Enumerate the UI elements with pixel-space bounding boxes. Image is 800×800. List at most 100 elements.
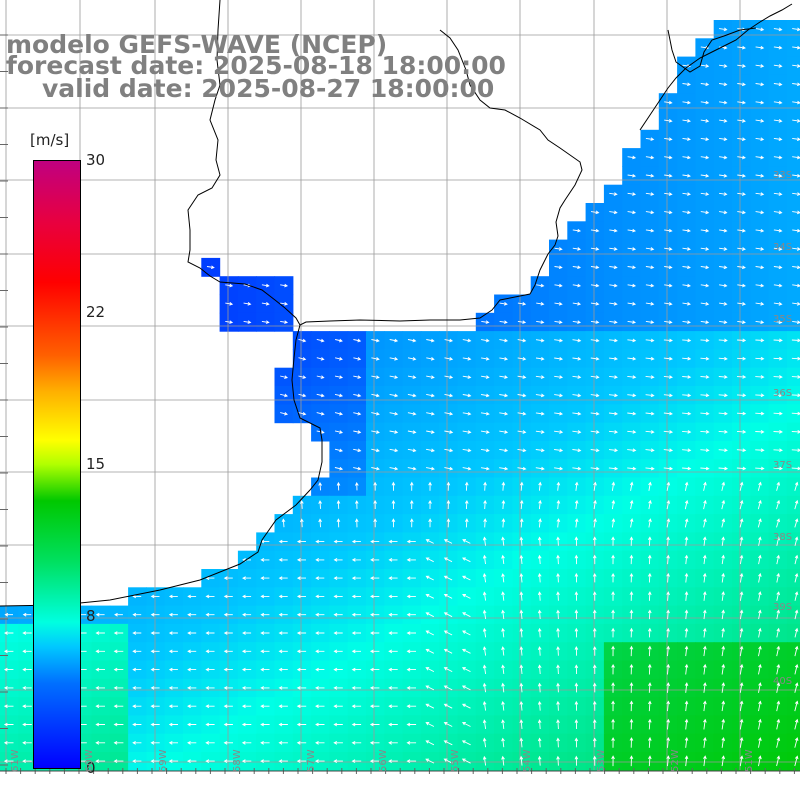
wind-arrow <box>113 649 124 654</box>
wind-arrow <box>572 375 582 379</box>
wind-arrow <box>739 645 744 657</box>
wind-arrow <box>737 302 746 306</box>
wind-arrow <box>519 737 524 748</box>
wind-arrow <box>483 518 487 528</box>
wind-arrow <box>721 755 726 767</box>
wind-arrow <box>645 466 655 471</box>
wind-arrow <box>703 627 707 638</box>
wind-arrow <box>629 718 634 730</box>
wind-arrow <box>406 558 416 562</box>
wind-arrow <box>296 594 306 599</box>
wind-arrow <box>739 499 744 510</box>
wind-arrow <box>684 554 689 565</box>
wind-arrow <box>645 137 655 141</box>
wind-arrow <box>663 375 673 379</box>
wind-arrow <box>205 631 215 635</box>
wind-arrow <box>334 466 344 471</box>
wind-arrow <box>446 481 451 491</box>
wind-arrow <box>519 609 524 620</box>
wind-arrow <box>556 481 561 491</box>
wind-arrow <box>718 448 728 453</box>
wind-arrow <box>721 481 726 491</box>
wind-arrow <box>425 630 435 636</box>
wind-arrow <box>700 64 710 68</box>
wind-speed-cell <box>786 752 800 771</box>
wind-arrow <box>739 718 744 730</box>
wind-arrow <box>593 481 597 491</box>
wind-arrow <box>499 320 508 324</box>
wind-speed-cell <box>786 20 800 39</box>
wind-arrow <box>682 338 692 343</box>
wind-arrow <box>647 554 652 565</box>
wind-arrow <box>517 302 527 306</box>
wind-arrow <box>645 302 655 306</box>
wind-arrow <box>406 759 417 763</box>
wind-arrow <box>755 64 765 68</box>
wind-arrow <box>645 192 655 196</box>
wind-arrow <box>737 64 746 68</box>
wind-arrow <box>336 500 341 509</box>
wind-arrow <box>611 481 616 491</box>
wind-arrow <box>407 393 417 398</box>
wind-arrow <box>260 686 270 690</box>
wind-arrow <box>481 393 490 398</box>
wind-arrow <box>278 576 288 580</box>
wind-arrow <box>369 722 380 727</box>
wind-arrow <box>700 265 710 270</box>
wind-arrow <box>648 755 652 767</box>
wind-arrow <box>592 646 597 656</box>
wind-arrow <box>315 612 325 617</box>
wind-arrow <box>373 481 377 491</box>
lat-label: 36S <box>773 388 793 399</box>
wind-arrow <box>371 338 380 343</box>
lat-lon-grid <box>0 0 800 774</box>
wind-arrow <box>647 645 652 657</box>
wind-arrow <box>572 228 582 233</box>
wind-arrow <box>443 648 453 654</box>
wind-arrow <box>757 481 762 491</box>
wind-arrow <box>537 719 542 730</box>
wind-arrow <box>335 357 343 361</box>
wind-arrow <box>462 630 471 636</box>
wind-arrow <box>278 741 288 745</box>
wind-arrow <box>736 411 747 416</box>
wind-arrow <box>682 210 691 215</box>
wind-arrow <box>773 173 783 178</box>
wind-arrow <box>206 265 215 270</box>
wind-arrow <box>627 247 637 251</box>
wind-arrow <box>316 393 325 398</box>
wind-arrow <box>627 155 637 160</box>
wind-arrow <box>682 82 691 87</box>
wind-arrow <box>794 499 799 510</box>
wind-arrow <box>629 737 634 748</box>
wind-arrow <box>353 466 362 471</box>
wind-arrow <box>223 594 233 599</box>
wind-arrow <box>737 155 746 160</box>
wind-arrow <box>664 192 673 196</box>
wind-arrow <box>556 499 561 510</box>
wind-arrow <box>443 758 453 764</box>
wind-arrow <box>186 759 197 763</box>
wind-arrow <box>168 722 178 727</box>
wind-speed-cell <box>786 312 800 332</box>
wind-arrow <box>609 210 618 215</box>
wind-arrow <box>664 137 673 141</box>
wind-arrow <box>22 741 32 745</box>
wind-arrow <box>611 536 615 546</box>
wind-arrow <box>556 664 560 675</box>
wind-arrow <box>666 481 671 491</box>
wind-arrow <box>132 612 142 617</box>
wind-arrow <box>95 631 105 635</box>
wind-arrow <box>388 576 398 580</box>
wind-arrow <box>428 518 432 528</box>
wind-arrow <box>611 499 616 510</box>
wind-arrow <box>592 664 597 675</box>
wind-arrow <box>627 466 637 471</box>
wind-arrow <box>260 722 270 727</box>
wind-arrow <box>737 228 746 233</box>
wind-arrow <box>132 649 142 654</box>
wind-arrow <box>370 594 380 599</box>
wind-arrow <box>794 591 799 601</box>
wind-arrow <box>554 430 564 434</box>
wind-arrow <box>682 155 691 160</box>
